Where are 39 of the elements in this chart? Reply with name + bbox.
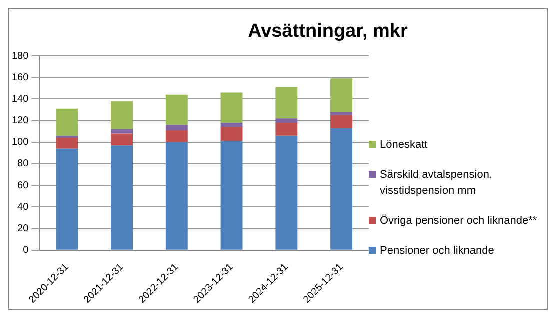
bar <box>166 125 188 130</box>
bar <box>56 108 78 136</box>
bar <box>111 134 133 146</box>
bar <box>166 94 188 126</box>
y-tick-label: 140 <box>12 94 30 105</box>
y-tick-label: 80 <box>18 158 30 170</box>
legend-label: Övriga pensioner och liknande** <box>380 214 538 229</box>
legend-label: Särskild avtalspension, visstidspension mm <box>380 168 494 199</box>
bar <box>220 127 243 142</box>
bar <box>330 112 353 116</box>
bar <box>276 122 298 136</box>
bar <box>330 128 353 250</box>
legend-label: Löneskatt <box>380 138 428 153</box>
y-tick-label: 100 <box>12 137 30 148</box>
bar <box>276 118 298 123</box>
bar <box>56 148 78 250</box>
y-tick-label: 40 <box>18 202 30 213</box>
bar <box>330 115 353 128</box>
y-tick-label: 60 <box>18 180 30 192</box>
y-tick-label: 20 <box>18 224 30 234</box>
bar <box>111 101 133 130</box>
legend-label: Pensioner och liknande <box>380 244 494 259</box>
bar <box>220 141 243 250</box>
bar <box>56 136 78 138</box>
y-tick-label: 120 <box>12 116 30 127</box>
y-tick-label: 180 <box>12 50 30 62</box>
bar <box>111 146 133 250</box>
bar <box>166 130 188 142</box>
bar <box>276 87 298 119</box>
bar <box>56 138 78 149</box>
bar <box>220 122 243 128</box>
bar <box>276 136 298 250</box>
y-tick-label: 0 <box>23 245 30 256</box>
bar <box>111 129 133 134</box>
bar <box>166 142 188 250</box>
bar <box>330 78 353 112</box>
y-tick-label: 160 <box>12 72 30 84</box>
chart-title: Avsättningar, mkr <box>247 20 409 44</box>
bar <box>220 92 243 123</box>
